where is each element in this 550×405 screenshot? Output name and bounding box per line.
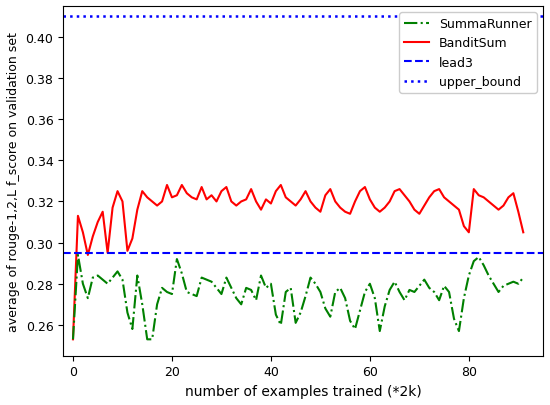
Line: SummaRunner: SummaRunner bbox=[73, 255, 523, 339]
BanditSum bbox=[70, 337, 76, 342]
upper_bound bbox=[70, 15, 76, 19]
Legend: SummaRunner, BanditSum, lead3, upper_bound: SummaRunner, BanditSum, lead3, upper_bou… bbox=[399, 13, 537, 94]
SummaRunner bbox=[406, 288, 412, 293]
SummaRunner bbox=[520, 275, 526, 280]
SummaRunner bbox=[342, 296, 349, 301]
X-axis label: number of examples trained (*2k): number of examples trained (*2k) bbox=[185, 384, 421, 398]
upper_bound bbox=[75, 15, 81, 19]
SummaRunner bbox=[450, 317, 457, 322]
Line: BanditSum: BanditSum bbox=[73, 185, 523, 339]
SummaRunner bbox=[70, 337, 76, 342]
BanditSum bbox=[406, 200, 412, 205]
BanditSum bbox=[431, 189, 437, 194]
SummaRunner bbox=[426, 286, 432, 290]
SummaRunner bbox=[436, 298, 442, 303]
Y-axis label: average of rouge-1,2,L f_score on validation set: average of rouge-1,2,L f_score on valida… bbox=[7, 32, 20, 331]
BanditSum bbox=[450, 204, 457, 209]
BanditSum bbox=[520, 230, 526, 235]
lead3 bbox=[70, 251, 76, 256]
BanditSum bbox=[342, 210, 349, 215]
BanditSum bbox=[426, 195, 432, 200]
SummaRunner bbox=[75, 253, 81, 258]
SummaRunner bbox=[431, 290, 437, 295]
BanditSum bbox=[436, 187, 442, 192]
lead3 bbox=[75, 251, 81, 256]
BanditSum bbox=[164, 183, 170, 188]
